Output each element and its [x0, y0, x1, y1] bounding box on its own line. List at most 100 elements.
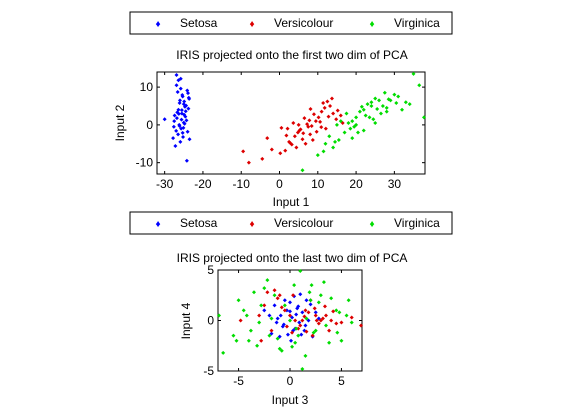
- data-point-virginica: [344, 111, 349, 116]
- data-point-virginica: [231, 333, 236, 338]
- data-point-virginica: [359, 104, 364, 109]
- data-point-virginica: [308, 298, 313, 303]
- x-tick-label: 30: [388, 177, 402, 191]
- data-point-setosa: [282, 298, 287, 303]
- data-point-virginica: [296, 333, 301, 338]
- data-point-versicolour: [265, 136, 270, 141]
- data-point-setosa: [186, 95, 191, 100]
- data-point-virginica: [324, 323, 328, 328]
- data-point-setosa: [174, 73, 179, 78]
- data-point-setosa: [262, 308, 267, 313]
- x-tick-label: 0: [276, 177, 283, 191]
- x-tick-label: -5: [233, 374, 244, 388]
- data-point-setosa: [171, 136, 176, 141]
- data-point-virginica: [346, 121, 351, 125]
- data-point-setosa: [174, 83, 179, 88]
- data-point-virginica: [384, 109, 389, 114]
- data-point-versicolour: [310, 333, 315, 338]
- data-point-setosa: [308, 302, 313, 307]
- data-point-versicolour: [319, 125, 324, 130]
- data-point-versicolour: [318, 119, 323, 124]
- legend-marker-virginica: ♦: [369, 19, 374, 30]
- data-point-setosa: [175, 90, 180, 95]
- data-point-virginica: [293, 340, 298, 345]
- data-point-setosa: [278, 313, 283, 318]
- legend-label-versicolour: Versicolour: [274, 16, 333, 30]
- data-point-virginica: [396, 94, 401, 99]
- data-point-virginica: [334, 122, 339, 127]
- legend-entry-versicolour: ♦ Versicolour: [249, 216, 333, 230]
- data-point-setosa: [185, 88, 190, 93]
- data-point-versicolour: [331, 111, 336, 116]
- data-point-setosa: [288, 309, 292, 314]
- data-point-virginica: [384, 105, 389, 110]
- data-point-versicolour: [322, 304, 327, 309]
- data-point-virginica: [236, 298, 241, 303]
- data-point-virginica: [394, 100, 399, 105]
- data-point-versicolour: [278, 151, 283, 156]
- data-point-virginica: [323, 141, 328, 146]
- data-point-versicolour: [288, 141, 293, 146]
- data-points-1: [162, 71, 426, 173]
- data-point-setosa: [176, 107, 181, 112]
- data-point-setosa: [172, 119, 177, 124]
- data-point-setosa: [176, 132, 181, 137]
- data-point-virginica: [248, 328, 253, 333]
- data-point-virginica: [417, 83, 422, 88]
- data-point-setosa: [299, 332, 304, 337]
- data-point-versicolour: [285, 126, 290, 131]
- data-point-virginica: [327, 340, 332, 345]
- data-point-versicolour: [316, 115, 321, 120]
- data-point-versicolour: [331, 309, 336, 314]
- data-point-virginica: [349, 320, 354, 325]
- legend-label-virginica: Virginica: [394, 16, 440, 30]
- data-point-setosa: [304, 298, 309, 303]
- legend-label-setosa: Setosa: [180, 16, 218, 30]
- data-point-versicolour: [279, 305, 284, 310]
- data-point-virginica: [321, 280, 326, 285]
- data-point-virginica: [259, 303, 264, 308]
- data-point-versicolour: [359, 323, 363, 328]
- data-point-versicolour: [313, 313, 318, 318]
- y-tick-label: -10: [136, 156, 154, 170]
- data-point-virginica: [422, 115, 426, 120]
- data-point-virginica: [327, 134, 332, 139]
- data-point-virginica: [354, 115, 359, 120]
- legend-1: ♦ Setosa ♦ Versicolour ♦ Virginica: [129, 11, 453, 35]
- data-point-virginica: [221, 350, 226, 355]
- chart-title-1: IRIS projected onto the first two dim of…: [176, 48, 407, 62]
- data-point-virginica: [356, 130, 360, 135]
- data-point-virginica: [377, 98, 382, 103]
- data-point-versicolour: [277, 293, 282, 298]
- data-point-virginica: [241, 308, 246, 313]
- data-point-versicolour: [259, 338, 264, 343]
- legend-label-versicolour: Versicolour: [274, 216, 333, 230]
- data-point-setosa: [272, 303, 277, 308]
- data-point-virginica: [265, 278, 270, 283]
- data-point-versicolour: [318, 318, 323, 323]
- data-point-virginica: [252, 290, 256, 295]
- legend-entry-virginica: ♦ Virginica: [369, 16, 440, 30]
- data-point-versicolour: [246, 160, 251, 165]
- data-point-setosa: [174, 128, 179, 133]
- data-point-setosa: [313, 310, 318, 315]
- data-point-virginica: [403, 100, 408, 105]
- y-tick-label: 10: [140, 80, 154, 94]
- data-point-setosa: [179, 108, 184, 113]
- data-point-virginica: [336, 138, 341, 142]
- data-point-versicolour: [288, 313, 292, 318]
- y-tick-label: 5: [207, 263, 214, 277]
- data-point-virginica: [294, 326, 299, 331]
- data-point-setosa: [174, 116, 179, 121]
- data-point-virginica: [331, 145, 336, 150]
- data-point-setosa: [181, 134, 186, 139]
- data-point-versicolour: [328, 104, 333, 108]
- data-point-virginica: [373, 96, 378, 101]
- legend-entry-versicolour: ♦ Versicolour: [249, 16, 333, 30]
- x-tick-label: -10: [233, 177, 251, 191]
- data-point-setosa: [182, 121, 187, 126]
- data-point-setosa: [277, 334, 282, 339]
- data-point-versicolour: [302, 116, 307, 121]
- data-point-versicolour: [284, 324, 289, 329]
- data-point-virginica: [361, 107, 366, 112]
